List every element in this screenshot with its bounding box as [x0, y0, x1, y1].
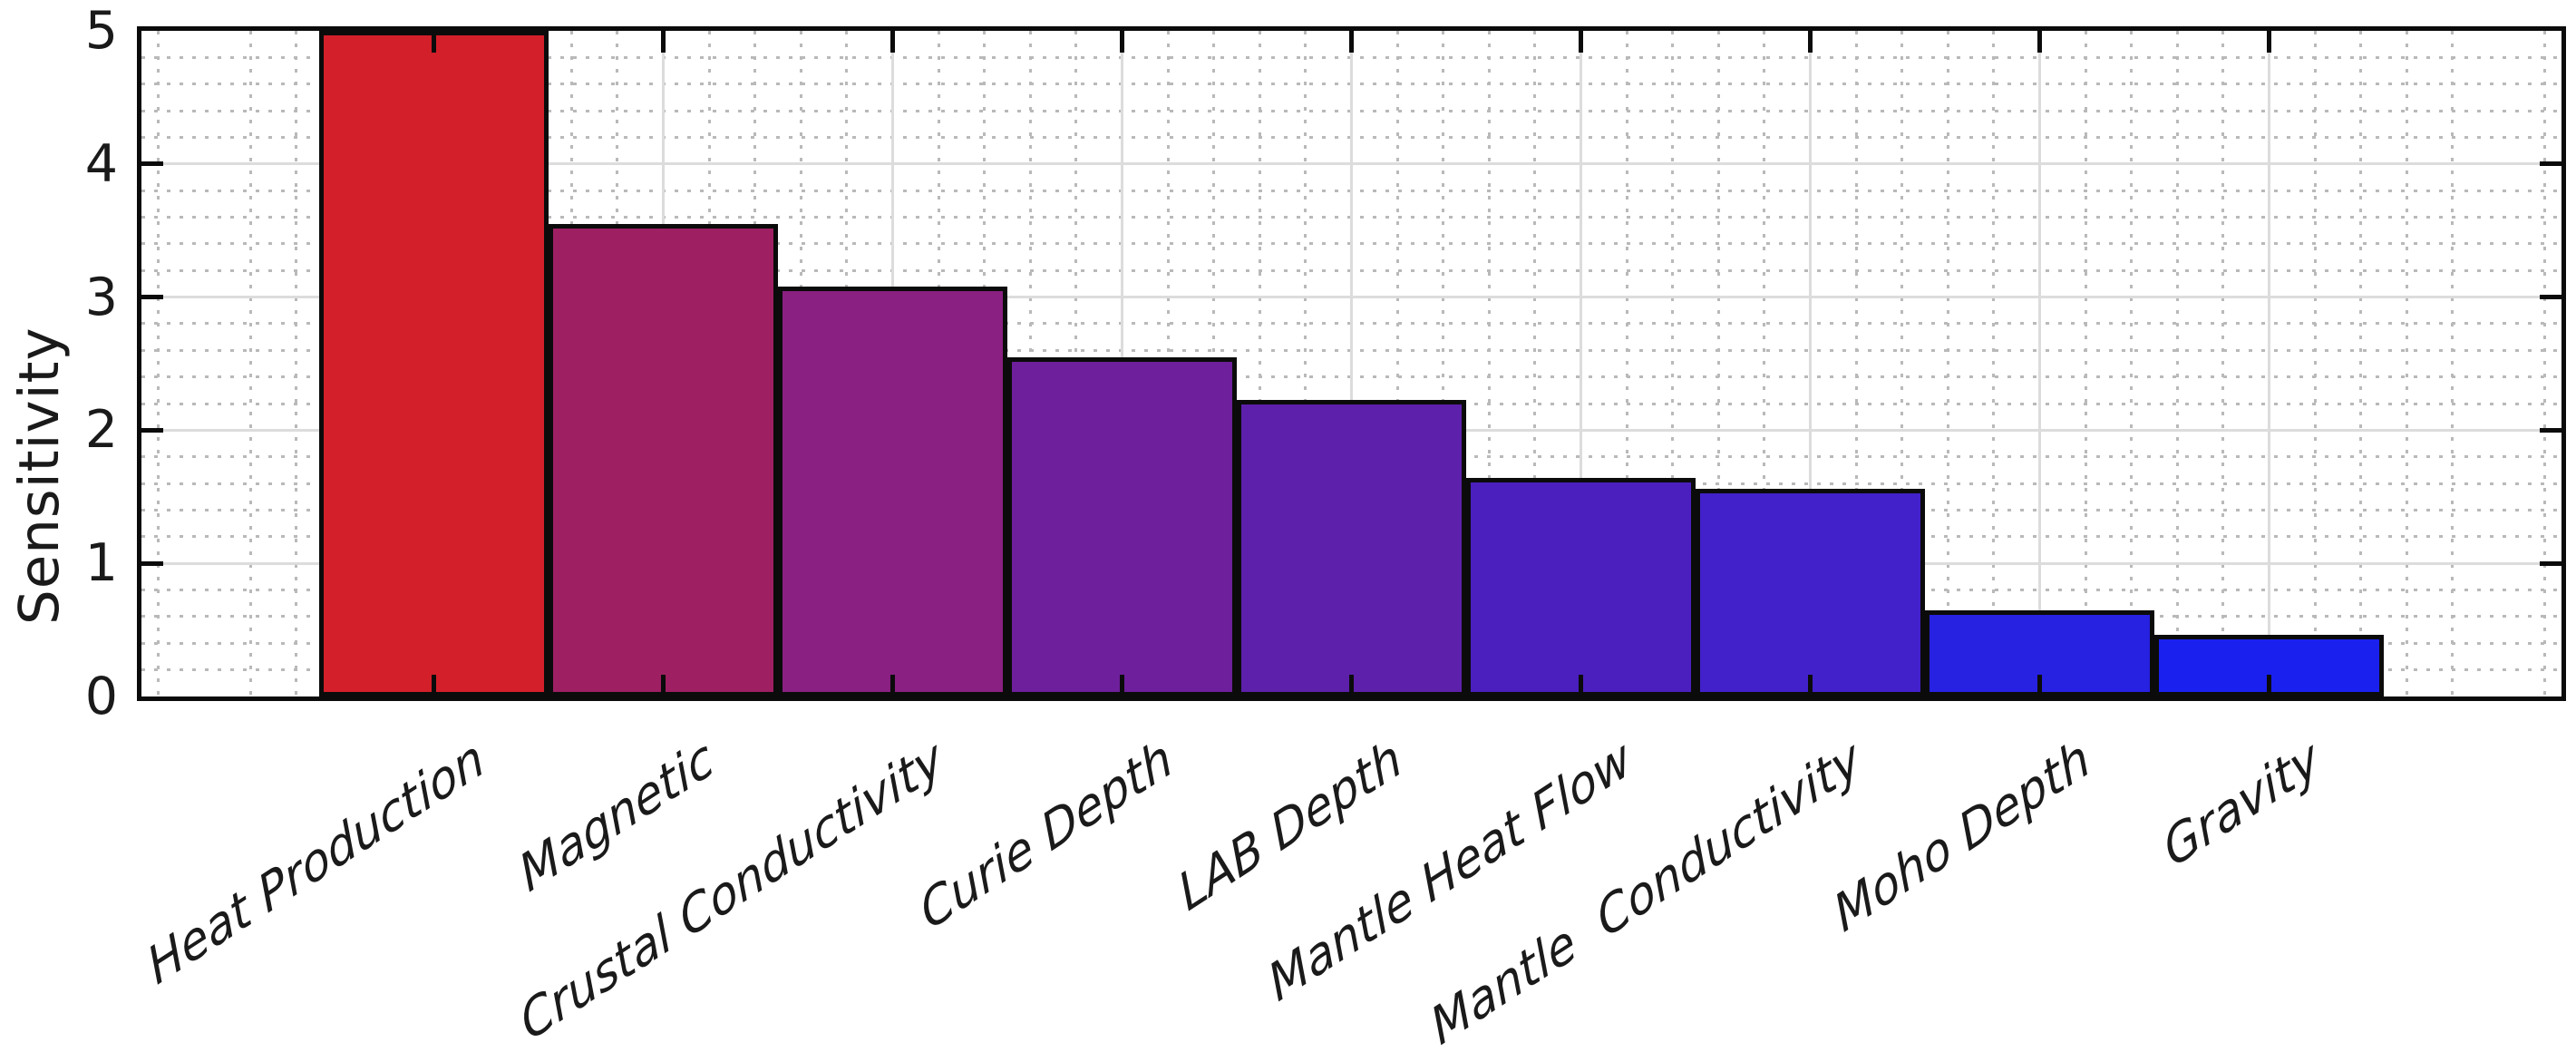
- y-axis-tick-left: [141, 560, 163, 566]
- grid-minor-line-v: [1716, 31, 1720, 696]
- y-axis-tick-right: [2540, 295, 2561, 300]
- grid-minor-line-v: [2175, 31, 2179, 696]
- x-axis-tick-bottom: [1120, 675, 1124, 696]
- bar-crustal-conductivity: [778, 286, 1007, 696]
- y-axis-tick-left: [141, 295, 163, 300]
- grid-minor-line-v: [2542, 31, 2546, 696]
- x-axis-tick-bottom: [432, 675, 436, 696]
- grid-minor-line-v: [295, 31, 298, 696]
- x-axis-tick-bottom: [1349, 675, 1354, 696]
- y-axis-tick-right: [2540, 427, 2561, 433]
- grid-minor-line-v: [1763, 31, 1766, 696]
- y-tick-label: 0: [84, 667, 118, 726]
- grid-minor-line-v: [2313, 31, 2317, 696]
- x-axis-tick-bottom: [890, 675, 895, 696]
- x-axis-tick-top: [1120, 31, 1124, 53]
- y-axis-tick-right: [2540, 161, 2561, 167]
- grid-minor-line-v: [1671, 31, 1675, 696]
- x-axis-tick-top: [432, 31, 436, 53]
- plot-inner: [141, 31, 2561, 696]
- plot-area: [137, 26, 2566, 701]
- x-axis-tick-bottom: [661, 675, 666, 696]
- bar-lab-depth: [1237, 399, 1466, 696]
- x-axis-tick-bottom: [1579, 675, 1583, 696]
- y-tick-label: 3: [84, 267, 118, 327]
- grid-minor-line-v: [1854, 31, 1858, 696]
- grid-minor-line-v: [1258, 31, 1261, 696]
- x-axis-tick-bottom: [2267, 675, 2271, 696]
- grid-minor-line-v: [1900, 31, 1904, 696]
- x-axis-tick-top: [1349, 31, 1354, 53]
- grid-major-line-v: [2268, 31, 2270, 696]
- grid-minor-line-v: [1395, 31, 1399, 696]
- x-axis-tick-bottom: [2037, 675, 2042, 696]
- bar-gravity: [2154, 635, 2384, 696]
- grid-minor-line-v: [1625, 31, 1628, 696]
- x-axis-tick-top: [1808, 31, 1813, 53]
- grid-minor-line-v: [1304, 31, 1307, 696]
- grid-minor-line-v: [1487, 31, 1491, 696]
- grid-minor-line-v: [1992, 31, 1996, 696]
- x-tick-label: Heat Production: [139, 727, 491, 997]
- bar-mantle-conductivity: [1696, 489, 1925, 696]
- y-tick-label: 2: [84, 400, 118, 461]
- y-axis-tick-left: [141, 427, 163, 433]
- grid-minor-line-v: [2405, 31, 2408, 696]
- grid-minor-line-v: [248, 31, 252, 696]
- y-tick-label: 5: [84, 1, 118, 61]
- grid-minor-line-v: [2221, 31, 2225, 696]
- y-axis-tick-left: [141, 161, 163, 167]
- x-axis-tick-bottom: [1808, 675, 1813, 696]
- grid-major-line-v: [1350, 31, 1353, 696]
- grid-minor-line-v: [157, 31, 160, 696]
- y-tick-label: 4: [84, 133, 118, 194]
- grid-major-line-v: [1809, 31, 1812, 696]
- y-tick-label: 1: [84, 533, 118, 594]
- bar-magnetic: [549, 223, 778, 696]
- grid-minor-line-v: [2084, 31, 2087, 696]
- grid-minor-line-v: [2130, 31, 2134, 696]
- grid-major-line-v: [1580, 31, 1582, 696]
- bar-mantle-heat-flow: [1466, 478, 1696, 696]
- bar-curie-depth: [1007, 356, 1237, 696]
- x-axis-tick-top: [1579, 31, 1583, 53]
- grid-minor-line-v: [1946, 31, 1949, 696]
- x-axis-tick-top: [890, 31, 895, 53]
- grid-minor-line-v: [2359, 31, 2363, 696]
- y-axis-tick-right: [2540, 560, 2561, 566]
- grid-major-line-v: [2038, 31, 2041, 696]
- grid-minor-line-v: [2451, 31, 2454, 696]
- bar-heat-production: [319, 31, 549, 696]
- x-axis-tick-top: [2267, 31, 2271, 53]
- x-axis-tick-top: [2037, 31, 2042, 53]
- grid-minor-line-v: [1533, 31, 1537, 696]
- grid-minor-line-v: [1442, 31, 1445, 696]
- x-axis-tick-top: [661, 31, 666, 53]
